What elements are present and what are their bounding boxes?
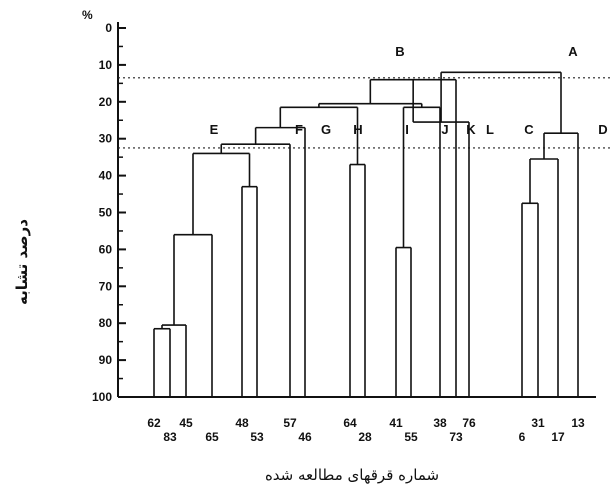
y-tick-label: 100 (92, 390, 112, 404)
y-tick-label: 50 (99, 206, 113, 220)
leaf-label: 13 (571, 416, 585, 430)
y-tick-label: 0 (105, 21, 112, 35)
y-tick-label: 70 (99, 279, 113, 293)
similarity-reference-lines (118, 77, 612, 149)
leaf-label: 41 (389, 416, 403, 430)
y-axis-label: درصد تشابه (13, 219, 31, 305)
group-label-b: B (395, 44, 404, 59)
leaf-label: 48 (235, 416, 249, 430)
y-tick-label: 80 (99, 316, 113, 330)
group-label-h: H (353, 122, 362, 137)
group-label-k: K (466, 122, 476, 137)
leaf-label: 62 (147, 416, 161, 430)
group-label-e: E (210, 122, 219, 137)
axes: 0 10 20 30 40 50 60 70 80 90 100 (92, 21, 596, 404)
y-tick-label: 30 (99, 132, 113, 146)
y-tick-label: 40 (99, 169, 113, 183)
group-labels: A B C D E F G H I J K L (210, 44, 608, 137)
y-tick-label: 20 (99, 95, 113, 109)
y-tick-label: 90 (99, 353, 113, 367)
group-label-d: D (598, 122, 607, 137)
group-label-i: I (405, 122, 409, 137)
group-label-l: L (486, 122, 494, 137)
leaf-label: 28 (358, 430, 372, 444)
dendrogram-tree (153, 71, 579, 397)
leaf-label: 64 (343, 416, 357, 430)
group-label-c: C (524, 122, 534, 137)
leaf-label: 6 (519, 430, 526, 444)
leaf-label: 45 (179, 416, 193, 430)
y-axis-unit: % (82, 8, 93, 22)
leaf-label: 55 (404, 430, 418, 444)
leaf-label: 31 (531, 416, 545, 430)
leaf-label: 46 (298, 430, 312, 444)
group-label-g: G (321, 122, 331, 137)
group-label-a: A (568, 44, 578, 59)
leaf-label: 76 (462, 416, 476, 430)
group-label-f: F (295, 122, 303, 137)
leaf-label: 17 (551, 430, 565, 444)
leaf-label: 65 (205, 430, 219, 444)
leaf-label: 73 (449, 430, 463, 444)
group-label-j: J (441, 122, 448, 137)
leaf-label: 38 (433, 416, 447, 430)
leaf-label: 57 (283, 416, 297, 430)
leaf-label: 53 (250, 430, 264, 444)
x-axis-label: شماره قرقهای مطالعه شده (264, 466, 440, 484)
leaf-label: 83 (163, 430, 177, 444)
y-tick-label: 10 (99, 58, 113, 72)
y-tick-label: 60 (99, 242, 113, 256)
